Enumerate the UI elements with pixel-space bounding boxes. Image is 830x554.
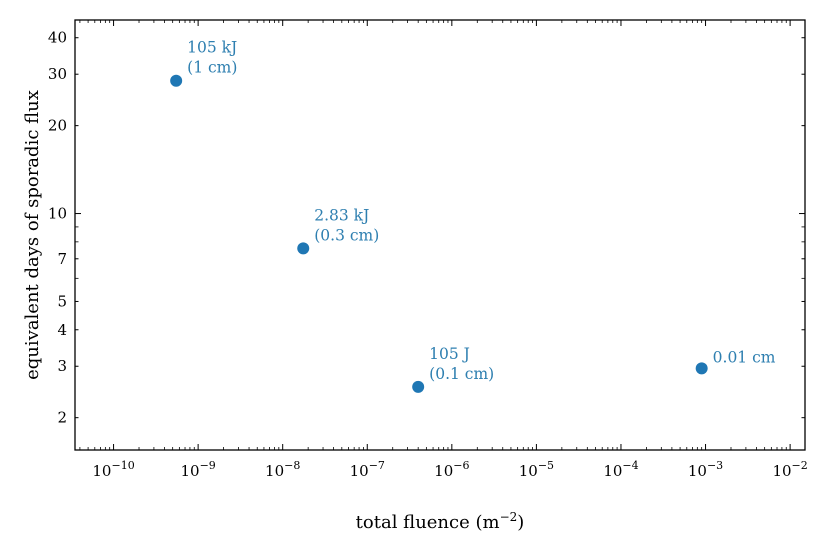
- y-tick-label: 10: [48, 205, 67, 223]
- x-tick-label: 10−4: [603, 459, 638, 480]
- data-point: [170, 74, 183, 87]
- y-tick-label: 2: [57, 409, 67, 427]
- y-tick-label: 30: [48, 65, 67, 83]
- point-annotation: 105 kJ: [187, 39, 237, 57]
- point-annotation: (1 cm): [187, 59, 237, 77]
- x-axis: 10−10 10−9 10−8 10−7 10−6 10−5 10−4 10−3 10−2: [79, 20, 808, 480]
- data-point: [297, 242, 310, 255]
- x-tick-label: 10−5: [519, 459, 554, 480]
- x-tick-label: 10−10: [92, 459, 134, 480]
- point-annotation: 105 J: [429, 345, 470, 363]
- y-tick-label: 20: [48, 117, 67, 135]
- x-tick-label: 10−9: [180, 459, 215, 480]
- x-tick-label: 10−6: [434, 459, 469, 480]
- data-points: 105 kJ (1 cm) 2.83 kJ (0.3 cm) 105 J (0.1 cm)…: [170, 39, 776, 393]
- y-tick-label: 5: [57, 292, 67, 310]
- y-tick-label: 3: [57, 357, 67, 375]
- x-tick-label: 10−2: [772, 459, 807, 480]
- x-tick-label: 10−7: [350, 459, 385, 480]
- y-axis-label: equivalent days of sporadic flux: [22, 90, 43, 380]
- x-tick-label: 10−3: [688, 459, 723, 480]
- data-point: [412, 380, 425, 393]
- point-annotation: (0.1 cm): [429, 365, 494, 383]
- y-tick-label: 40: [48, 29, 67, 47]
- plot-frame: [74, 19, 806, 451]
- x-axis-label: total fluence (m−2): [356, 510, 525, 533]
- y-axis: 2 3 4 5 7 10 20 30 40: [48, 29, 805, 427]
- point-annotation: (0.3 cm): [314, 226, 379, 244]
- point-annotation: 2.83 kJ: [314, 206, 369, 224]
- y-tick-label: 7: [57, 250, 67, 268]
- point-annotation: 0.01 cm: [713, 348, 776, 366]
- x-tick-label: 10−8: [265, 459, 300, 480]
- y-tick-label: 4: [57, 321, 67, 339]
- data-point: [695, 362, 708, 375]
